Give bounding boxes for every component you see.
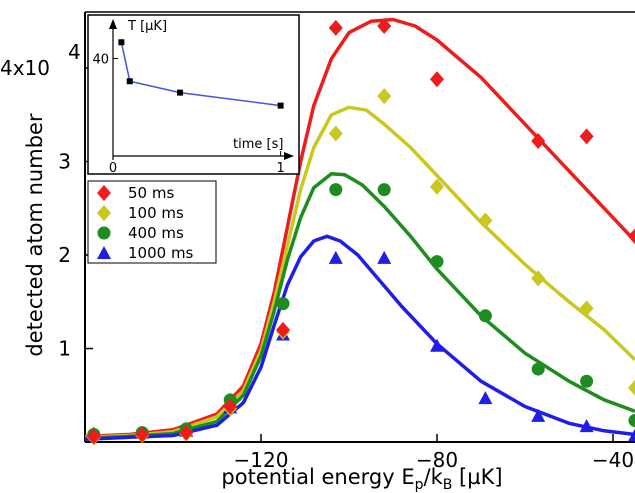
data-point-50ms: [328, 19, 343, 36]
inset-y-label: T [µK]: [127, 19, 167, 34]
inset-plot: T [µK] time [s] 0 1 40: [87, 14, 300, 176]
data-point-50ms: [179, 424, 194, 441]
data-point-400ms: [377, 183, 391, 197]
inset-point: [118, 39, 125, 46]
x-tick-label: −120: [234, 448, 289, 472]
axis-ticks: −120 −80 −40 1 2 3 4x10 4: [0, 40, 634, 472]
data-point-100ms: [377, 88, 392, 105]
y-tick-label: 3: [58, 150, 71, 174]
data-point-1000ms: [478, 391, 493, 405]
inset-x-tick-label: 0: [109, 161, 117, 176]
legend-label: 100 ms: [128, 204, 184, 222]
inset-y-arrow: [109, 19, 117, 29]
data-point-100ms: [579, 300, 594, 317]
data-point-100ms: [430, 178, 444, 195]
data-point-1000ms: [430, 338, 444, 352]
y-tick-label: 4x10: [0, 56, 50, 80]
inset-x-arrow: [284, 152, 294, 160]
data-point-100ms: [531, 270, 546, 287]
legend-label: 50 ms: [128, 184, 174, 202]
data-point-50ms: [531, 133, 546, 149]
data-point-50ms: [430, 71, 444, 88]
data-point-50ms: [579, 128, 594, 145]
data-point-50ms: [628, 228, 635, 245]
data-point-1000ms: [377, 250, 392, 264]
data-point-50ms: [276, 321, 290, 338]
data-point-400ms: [580, 374, 594, 388]
legend: 50 ms 100 ms 400 ms 1000 ms: [87, 180, 217, 264]
data-point-400ms: [531, 362, 545, 376]
fit-curve-1000ms: [84, 234, 635, 441]
data-point-1000ms: [531, 408, 546, 422]
inset-point: [177, 89, 184, 96]
data-point-400ms: [430, 255, 444, 269]
legend-marker-400ms: [97, 226, 111, 240]
y-axis-label: detected atom number: [23, 113, 47, 357]
data-point-50ms: [86, 428, 101, 445]
data-point-1000ms: [328, 250, 343, 264]
data-point-1000ms: [628, 428, 635, 442]
legend-label: 400 ms: [128, 224, 184, 242]
data-point-100ms: [628, 379, 635, 396]
data-point-400ms: [329, 183, 343, 197]
data-point-50ms: [135, 426, 150, 443]
inset-line: [120, 42, 281, 107]
data-point-400ms: [276, 297, 290, 311]
legend-marker-50ms: [97, 185, 111, 201]
inset-y-tick-label: 40: [92, 53, 109, 68]
data-point-400ms: [478, 309, 492, 323]
x-axis-label: potential energy Ep/kB [µK]: [221, 465, 502, 493]
y-tick-label: 2: [58, 243, 71, 267]
inset-x-tick-label: 1: [276, 161, 284, 176]
inset-point: [277, 102, 284, 109]
data-point-100ms: [328, 125, 343, 142]
data-point-1000ms: [579, 419, 594, 433]
y-tick-exponent: 4: [68, 40, 81, 64]
data-point-400ms: [628, 414, 635, 427]
y-tick-label: 1: [58, 337, 71, 361]
data-point-50ms: [377, 18, 392, 35]
legend-label: 1000 ms: [128, 244, 194, 262]
data-point-50ms: [223, 398, 238, 415]
data-points: [86, 18, 635, 446]
x-tick-label: −40: [592, 448, 634, 472]
x-tick-label: −80: [416, 448, 458, 472]
legend-marker-1000ms: [97, 246, 111, 259]
inset-point: [126, 78, 133, 85]
data-point-100ms: [478, 212, 493, 229]
legend-marker-100ms: [97, 205, 111, 221]
inset-x-label: time [s]: [233, 137, 283, 152]
